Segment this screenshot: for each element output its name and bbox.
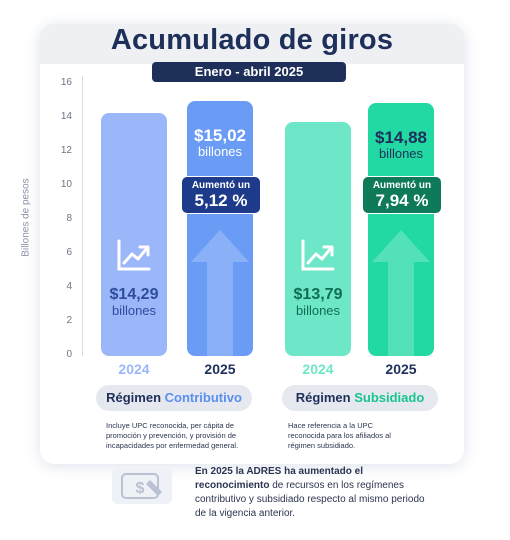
x-tick-label: 2024 <box>118 361 150 377</box>
badge-caption: Aumentó un <box>191 180 251 191</box>
footer-rest: de recursos en los regímenes contributiv… <box>195 480 425 519</box>
money-note-icon: $ <box>110 466 174 506</box>
bar-subsidiado-2024 <box>285 121 351 356</box>
bar-subsidiado-2025 <box>368 103 434 356</box>
bar-value-label: $14,88 <box>375 128 427 148</box>
period-badge: Enero - abril 2025 <box>152 62 346 82</box>
increase-badge: Aumentó un 7,94 % <box>362 176 442 214</box>
svg-text:$: $ <box>136 480 145 497</box>
y-axis-line <box>82 76 83 356</box>
note-subsidiado: Hace referencia a la UPC reconocida para… <box>288 421 391 450</box>
bar-unit-label: billones <box>378 146 424 162</box>
bar-value-label: $13,79 <box>293 286 343 303</box>
bar-unit-label: billones <box>111 303 157 318</box>
y-tick-label: 4 <box>66 281 72 292</box>
pill-highlight: Contributivo <box>164 390 242 405</box>
y-tick-label: 6 <box>66 247 72 258</box>
increase-badge: Aumentó un 5,12 % <box>181 176 261 214</box>
y-tick-label: 10 <box>60 179 72 190</box>
bar-value-label: $14,29 <box>109 286 159 303</box>
arrow-up-icon <box>191 230 249 356</box>
arrow-up-icon <box>372 230 430 356</box>
pill-regimen-subsidiado: Régimen Subsidiado <box>282 385 438 411</box>
x-tick-label: 2025 <box>204 361 236 377</box>
chart-growth-icon <box>117 239 151 271</box>
badge-percent: 5,12 % <box>194 191 248 210</box>
y-tick-label: 0 <box>66 349 72 360</box>
bar-unit-label: billones <box>295 303 341 318</box>
bar-value-label: $15,02 <box>194 125 246 145</box>
pill-highlight: Subsidiado <box>354 390 425 405</box>
y-axis-title: Billones de pesos <box>20 178 32 257</box>
y-tick-label: 12 <box>60 145 72 156</box>
y-tick-label: 14 <box>60 111 72 122</box>
badge-percent: 7,94 % <box>375 191 429 210</box>
x-tick-label: 2025 <box>385 361 417 377</box>
pill-regimen-contributivo: Régimen Contributivo <box>96 385 252 411</box>
y-tick-label: 8 <box>66 213 72 224</box>
x-tick-label: 2024 <box>302 361 334 377</box>
bar-contributivo-2025 <box>187 100 253 356</box>
footer-text: En 2025 la ADRES ha aumentado el reconoc… <box>195 465 435 521</box>
y-tick-label: 2 <box>66 315 72 326</box>
bar-unit-label: billones <box>197 143 243 159</box>
page-title: Acumulado de giros <box>110 24 394 56</box>
badge-caption: Aumentó un <box>372 180 432 191</box>
footer-bold: En 2025 la ADRES ha aumentado el reconoc… <box>195 466 364 491</box>
bar-contributivo-2024 <box>101 113 167 356</box>
title-band <box>40 24 464 64</box>
pill-label: Régimen <box>295 390 355 405</box>
pill-label: Régimen <box>106 390 165 405</box>
chart-growth-icon <box>301 239 335 271</box>
y-tick-label: 16 <box>60 77 72 88</box>
note-contributivo: Incluye UPC reconocida, per cápita de pr… <box>106 421 239 450</box>
